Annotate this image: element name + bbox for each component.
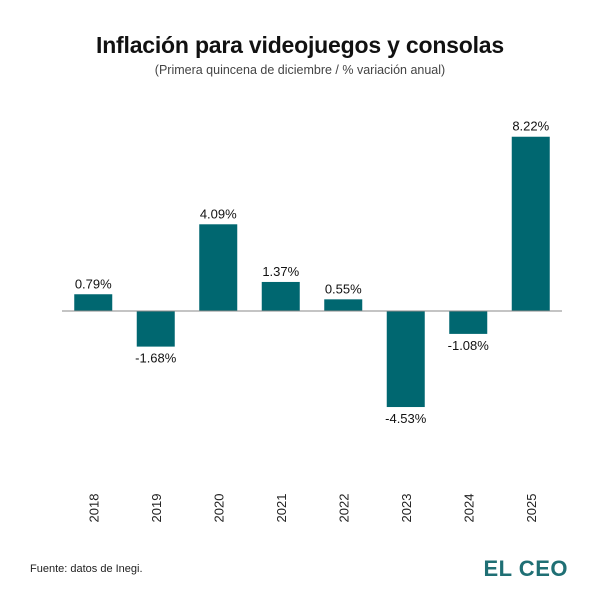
chart-subtitle: (Primera quincena de diciembre / % varia… [154, 63, 446, 77]
brand-logo: EL CEO [483, 556, 568, 581]
x-tick-2020: 2020 [211, 494, 226, 523]
chart-title: Inflación para videojuegos y consolas [96, 32, 504, 58]
x-tick-2025: 2025 [524, 494, 539, 523]
data-label-2025: 8.22% [512, 119, 549, 134]
data-label-2019: -1.68% [135, 351, 177, 366]
x-tick-2023: 2023 [399, 494, 414, 523]
bar-2024 [449, 311, 488, 334]
x-tick-2022: 2022 [336, 494, 351, 523]
x-tick-2018: 2018 [86, 494, 101, 523]
data-label-2018: 0.79% [75, 276, 112, 291]
data-label-2020: 4.09% [200, 206, 237, 221]
source-note: Fuente: datos de Inegi. [30, 563, 143, 575]
data-label-2022: 0.55% [325, 281, 362, 296]
bar-2025 [511, 136, 550, 311]
bar-2023 [386, 311, 425, 408]
x-tick-2021: 2021 [274, 494, 289, 523]
labels-layer: 0.79% -1.68% 4.09% 1.37% 0.55% -4.53% -1.08% 8.… [75, 119, 550, 426]
data-label-2021: 1.37% [262, 264, 299, 279]
data-label-2024: -1.08% [448, 338, 490, 353]
x-tick-2024: 2024 [461, 494, 476, 523]
bar-2020 [199, 224, 238, 311]
bar-2022 [324, 299, 363, 311]
x-tick-labels: 2018 2019 2020 2021 2022 2023 2024 2025 [86, 494, 539, 523]
data-label-2023: -4.53% [385, 411, 427, 426]
bar-2021 [261, 281, 300, 311]
x-tick-2019: 2019 [149, 494, 164, 523]
bar-2018 [74, 294, 113, 311]
bars-layer [74, 136, 550, 408]
bar-2019 [136, 311, 175, 347]
